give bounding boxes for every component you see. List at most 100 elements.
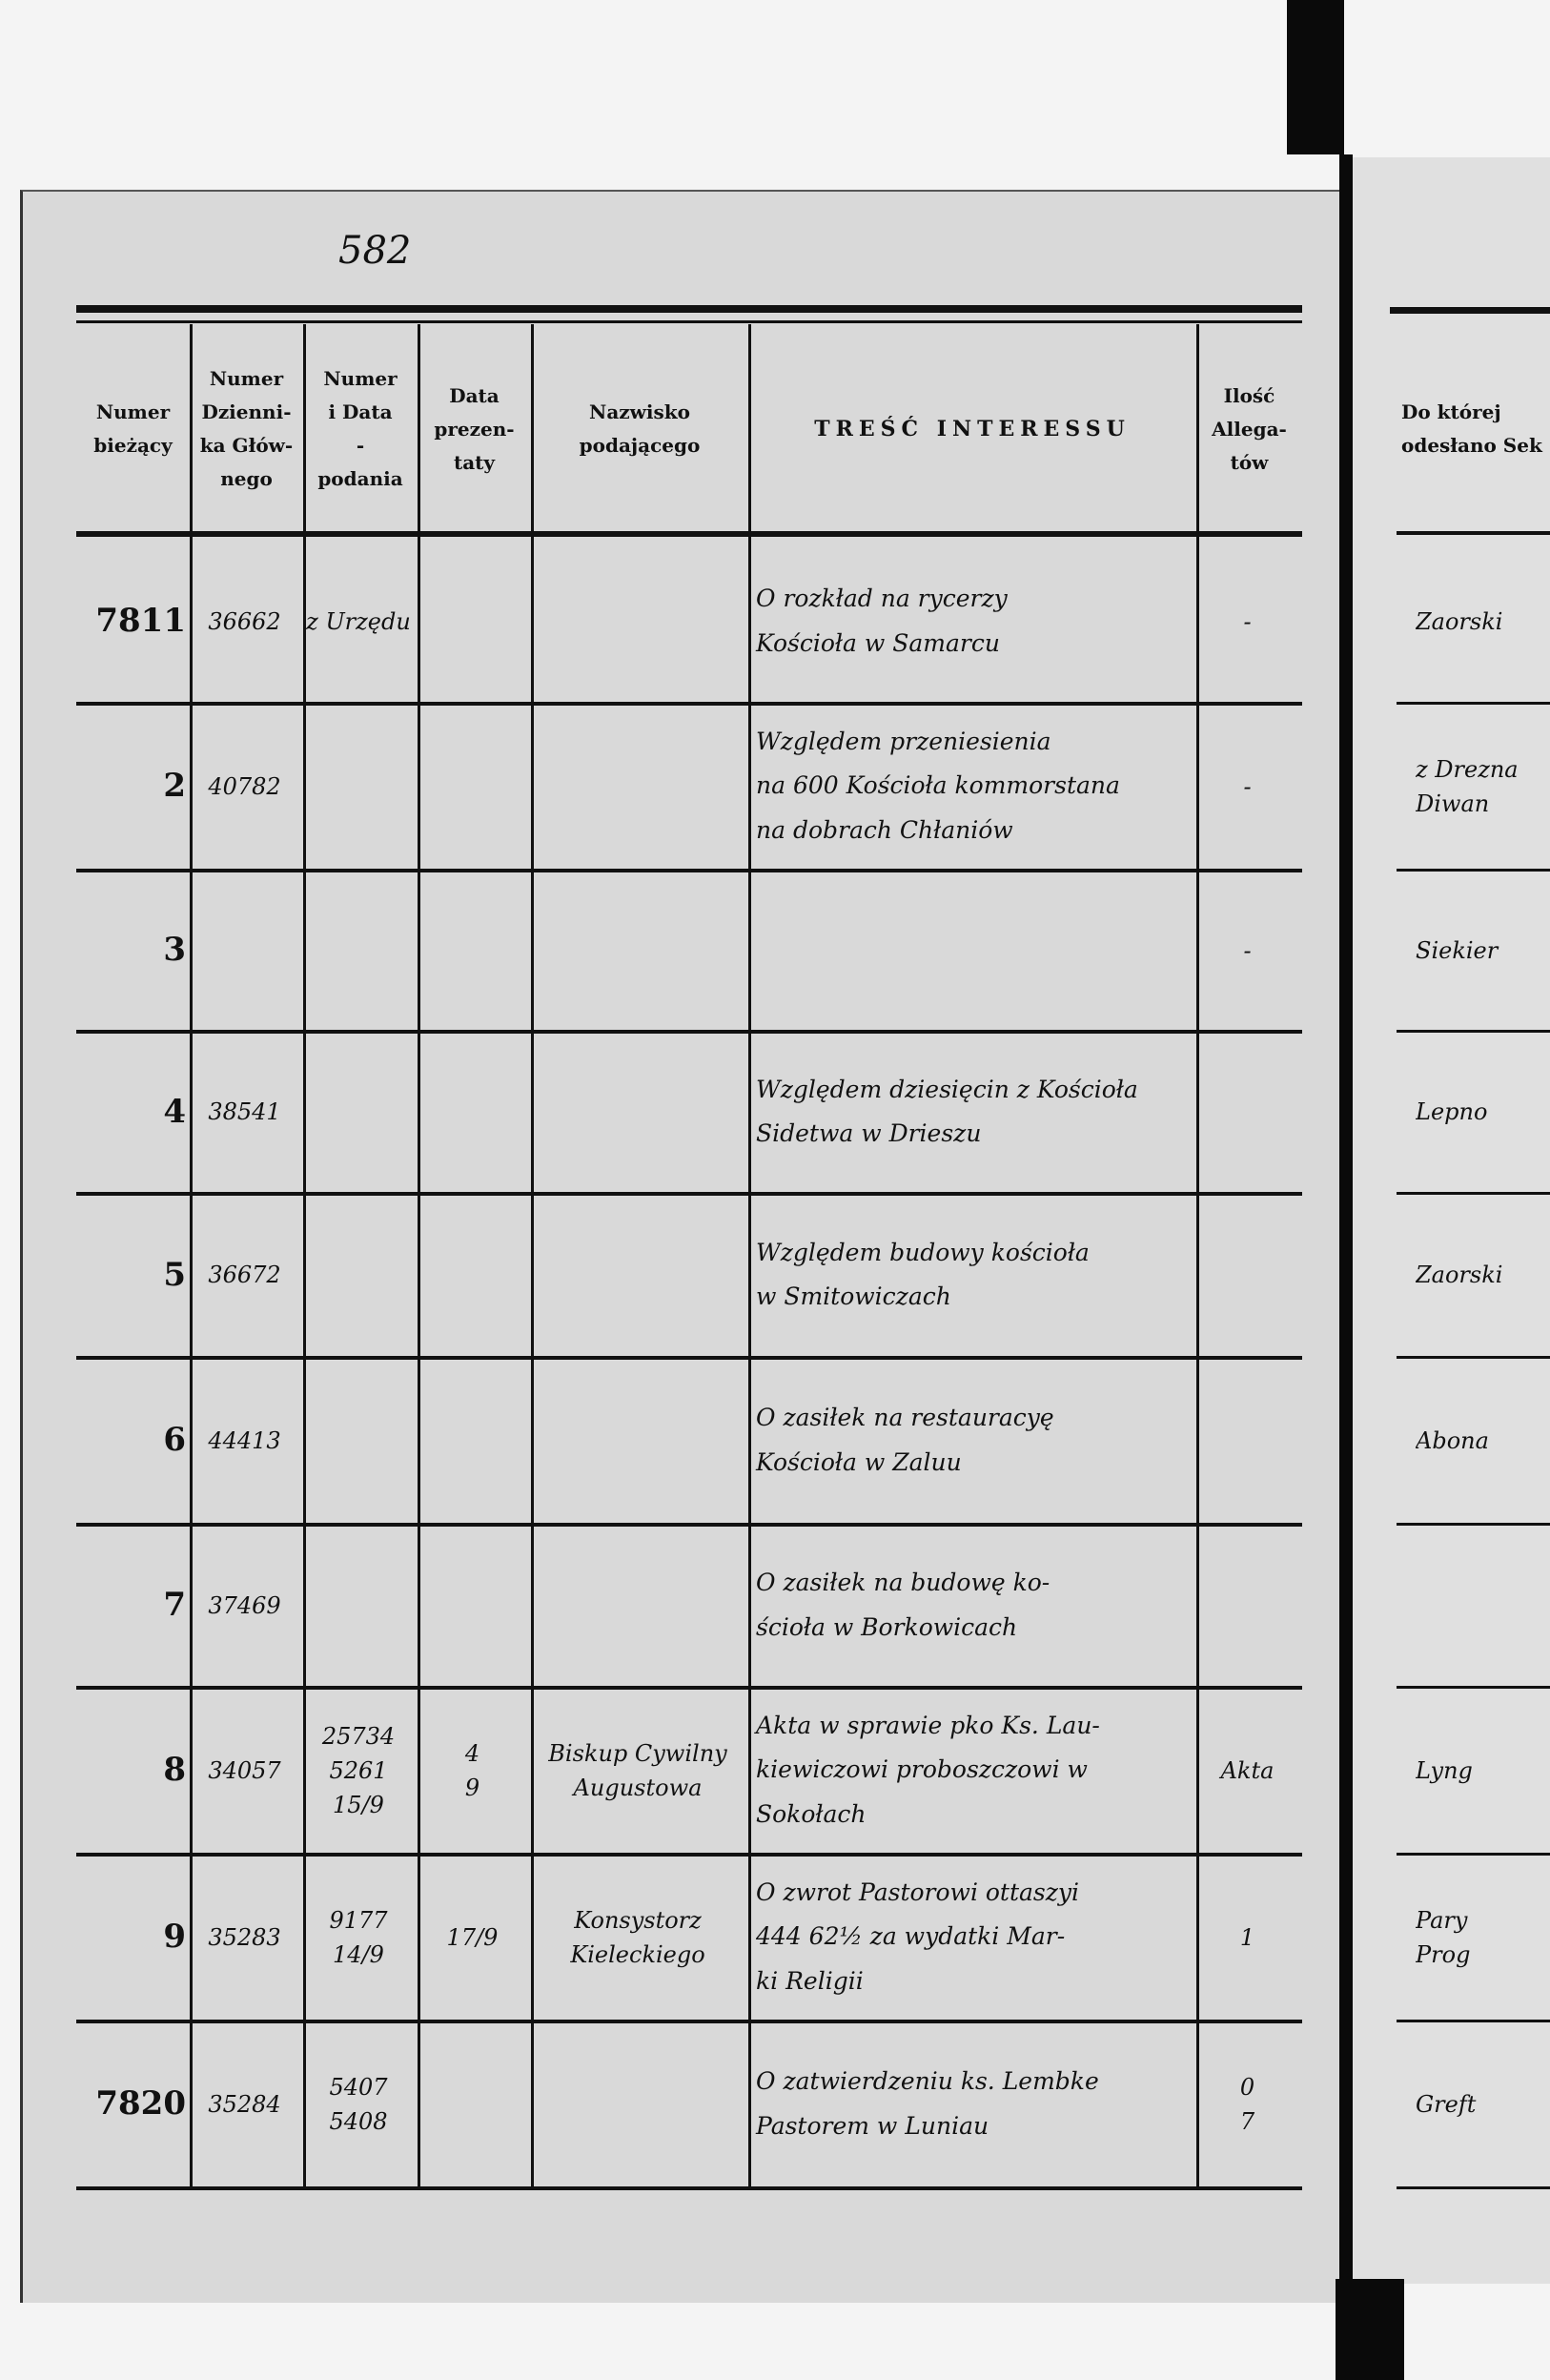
table-cell-data-prez bbox=[418, 874, 527, 1026]
table-cell-data-prez bbox=[418, 1362, 527, 1519]
table-cell-numer-data: 9177 14/9 bbox=[329, 1906, 388, 1968]
table-cell-tresc: O rozkład na rycerzy Kościoła w Samarcu bbox=[756, 585, 1008, 657]
table-cell-dziennik: 35284 bbox=[208, 2090, 281, 2118]
table-cell-data-prez bbox=[418, 544, 527, 698]
right-page-entry bbox=[1416, 1529, 1550, 1682]
table-cell-numer: 3 bbox=[163, 931, 186, 969]
table-cell-data-prez bbox=[418, 708, 527, 865]
table-cell-numer: 8 bbox=[163, 1751, 186, 1789]
column-header: Ilość Allega- tów bbox=[1212, 383, 1287, 474]
row-divider bbox=[76, 1686, 1302, 1690]
row-divider bbox=[76, 2186, 1302, 2190]
right-page-entry: Lyng bbox=[1416, 1756, 1473, 1784]
table-cell-ilosc: Akta bbox=[1220, 1756, 1275, 1784]
table-cell-numer: 7 bbox=[163, 1586, 186, 1624]
column-divider bbox=[303, 324, 306, 2186]
row-divider bbox=[76, 702, 1302, 706]
table-cell-ilosc: 0 7 bbox=[1239, 2073, 1255, 2135]
table-cell-numer: 4 bbox=[163, 1092, 186, 1131]
table-cell-numer-data: z Urzędu bbox=[306, 607, 411, 635]
table-cell-numer-data: 25734 5261 15/9 bbox=[321, 1722, 396, 1818]
table-cell-numer-data bbox=[303, 1198, 414, 1352]
right-page-entry: Abona bbox=[1416, 1426, 1489, 1454]
right-page-entry: z Drezna Diwan bbox=[1416, 755, 1519, 817]
column-divider bbox=[531, 324, 534, 2186]
column-header: TREŚĆ INTERESSU bbox=[814, 416, 1131, 441]
table-cell-dziennik: 38541 bbox=[208, 1098, 281, 1125]
table-cell-dziennik: 36662 bbox=[208, 607, 281, 635]
table-cell-ilosc: - bbox=[1243, 936, 1252, 964]
column-header: Nazwisko podającego bbox=[579, 400, 701, 457]
right-row-divider bbox=[1397, 1030, 1550, 1033]
row-divider bbox=[76, 1523, 1302, 1527]
table-cell-dziennik: 35283 bbox=[208, 1923, 281, 1951]
page-gutter bbox=[1339, 154, 1353, 2300]
header-bottom-rule bbox=[76, 531, 1302, 537]
table-cell-nazwisko: Konsystorz Kieleckiego bbox=[570, 1906, 705, 1968]
right-header-rule bbox=[1397, 531, 1550, 535]
right-row-divider bbox=[1397, 1523, 1550, 1526]
right-page-entry: Zaorski bbox=[1416, 1262, 1503, 1288]
table-cell-tresc: O zwrot Pastorowi ottaszyi 444 62½ za wy… bbox=[756, 1878, 1080, 1995]
table-cell-numer: 9 bbox=[163, 1918, 186, 1956]
table-cell-tresc bbox=[748, 874, 1200, 1026]
table-cell-data-prez: 17/9 bbox=[446, 1923, 499, 1951]
table-cell-nazwisko bbox=[531, 708, 744, 865]
table-cell-numer-data bbox=[303, 1529, 414, 1682]
table-cell-ilosc bbox=[1196, 1362, 1298, 1519]
top-rule-thin bbox=[76, 320, 1302, 323]
right-page-entry: Lepno bbox=[1416, 1098, 1488, 1125]
table-cell-numer-data bbox=[303, 1362, 414, 1519]
right-page-entry: Greft bbox=[1416, 2090, 1477, 2118]
scan-edge-bottom bbox=[1336, 2279, 1404, 2380]
table-cell-nazwisko bbox=[531, 2025, 744, 2183]
table-cell-ilosc: - bbox=[1243, 607, 1252, 635]
table-cell-nazwisko bbox=[531, 544, 744, 698]
scan-edge-top bbox=[1287, 0, 1344, 154]
table-cell-tresc: Względem dziesięcin z Kościoła Sidetwa w… bbox=[756, 1075, 1138, 1147]
table-cell-tresc: O zasiłek na budowę ko- ścioła w Borkowi… bbox=[756, 1569, 1050, 1641]
right-row-divider bbox=[1397, 869, 1550, 872]
table-cell-nazwisko bbox=[531, 1362, 744, 1519]
page-number: 582 bbox=[338, 229, 412, 273]
column-divider bbox=[418, 324, 420, 2186]
table-cell-tresc: Akta w sprawie pko Ks. Lau- kiewiczowi p… bbox=[756, 1712, 1100, 1828]
right-page-entry: Siekier bbox=[1416, 936, 1499, 964]
table-cell-dziennik: 36672 bbox=[208, 1262, 281, 1288]
column-header: Data prezen- taty bbox=[434, 383, 515, 474]
table-cell-data-prez bbox=[418, 1529, 527, 1682]
table-cell-numer-data bbox=[303, 874, 414, 1026]
table-cell-numer-data bbox=[303, 708, 414, 865]
column-divider bbox=[1196, 324, 1199, 2186]
table-cell-numer: 6 bbox=[163, 1421, 186, 1459]
row-divider bbox=[76, 1192, 1302, 1196]
column-header: Numer Dzienni- ka Głów- nego bbox=[199, 367, 294, 490]
right-column-header: Do której odesłano Sek bbox=[1401, 400, 1542, 457]
table-cell-nazwisko bbox=[531, 874, 744, 1026]
row-divider bbox=[76, 1030, 1302, 1034]
column-divider bbox=[190, 324, 193, 2186]
right-row-divider bbox=[1397, 1356, 1550, 1359]
right-row-divider bbox=[1397, 1192, 1550, 1195]
table-cell-numer: 2 bbox=[163, 767, 186, 805]
table-cell-nazwisko bbox=[531, 1198, 744, 1352]
table-cell-ilosc: 1 bbox=[1239, 1923, 1255, 1951]
table-cell-data-prez bbox=[418, 1036, 527, 1188]
table-cell-data-prez: 4 9 bbox=[464, 1739, 480, 1801]
table-cell-ilosc bbox=[1196, 1198, 1298, 1352]
table-cell-dziennik bbox=[190, 874, 299, 1026]
table-cell-ilosc bbox=[1196, 1036, 1298, 1188]
left-page bbox=[20, 190, 1346, 2303]
table-cell-dziennik: 44413 bbox=[208, 1426, 281, 1454]
table-cell-dziennik: 40782 bbox=[208, 772, 281, 800]
table-cell-numer: 7820 bbox=[95, 2084, 186, 2123]
table-cell-ilosc: - bbox=[1243, 772, 1252, 800]
row-divider bbox=[76, 2020, 1302, 2023]
table-cell-tresc: O zasiłek na restauracyę Kościoła w Zalu… bbox=[756, 1404, 1054, 1476]
table-cell-numer: 5 bbox=[163, 1255, 186, 1294]
row-divider bbox=[76, 1853, 1302, 1857]
table-cell-nazwisko: Biskup Cywilny Augustowa bbox=[548, 1739, 727, 1801]
table-cell-tresc: O zatwierdzeniu ks. Lembke Pastorem w Lu… bbox=[756, 2067, 1099, 2140]
table-cell-tresc: Względem przeniesienia na 600 Kościoła k… bbox=[756, 728, 1120, 844]
table-cell-data-prez bbox=[418, 2025, 527, 2183]
